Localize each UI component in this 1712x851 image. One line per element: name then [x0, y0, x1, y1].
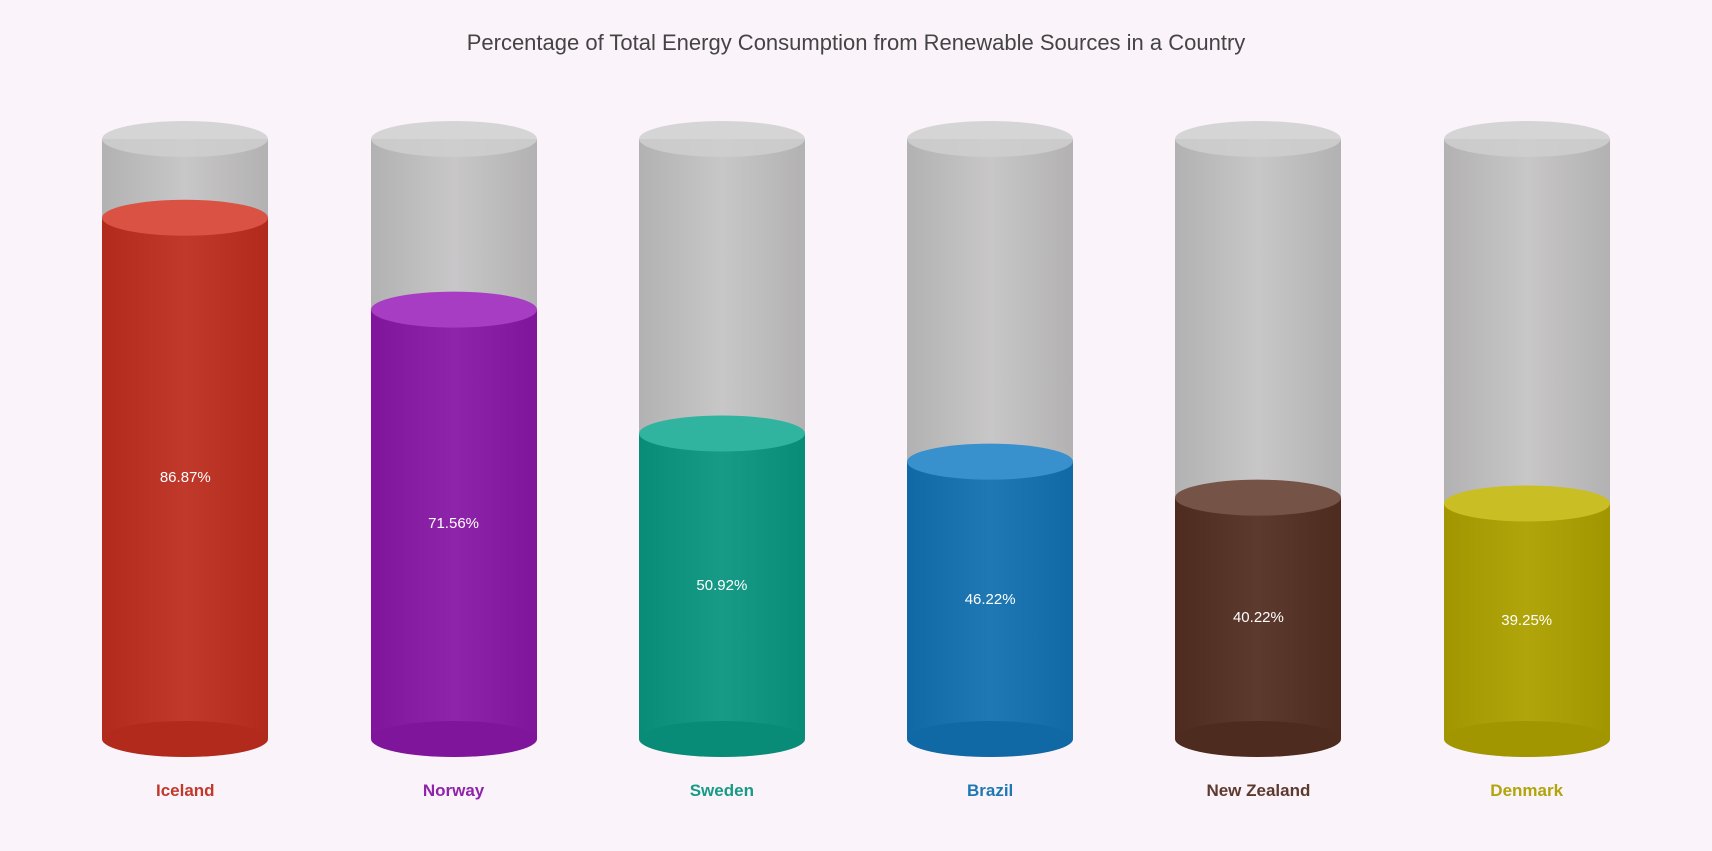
cylinder-sweden: 50.92% Sweden [639, 121, 805, 801]
category-label: Brazil [967, 781, 1013, 801]
chart-area: 86.87% Iceland 71.56% Norway 50.92% Sweden 46.… [0, 120, 1712, 801]
cylinder-graphic: 71.56% [371, 121, 537, 757]
category-label: Denmark [1490, 781, 1563, 801]
cylinder-graphic: 86.87% [102, 121, 268, 757]
cylinder-graphic: 39.25% [1444, 121, 1610, 757]
cylinder-iceland: 86.87% Iceland [102, 121, 268, 801]
category-label: New Zealand [1206, 781, 1310, 801]
cylinder-new-zealand: 40.22% New Zealand [1175, 121, 1341, 801]
cylinder-brazil: 46.22% Brazil [907, 121, 1073, 801]
cylinder-graphic: 40.22% [1175, 121, 1341, 757]
category-label: Sweden [690, 781, 754, 801]
category-label: Iceland [156, 781, 215, 801]
cylinder-graphic: 50.92% [639, 121, 805, 757]
category-label: Norway [423, 781, 484, 801]
cylinder-denmark: 39.25% Denmark [1444, 121, 1610, 801]
cylinder-graphic: 46.22% [907, 121, 1073, 757]
chart-page: Percentage of Total Energy Consumption f… [0, 0, 1712, 851]
cylinder-norway: 71.56% Norway [371, 121, 537, 801]
chart-title: Percentage of Total Energy Consumption f… [0, 30, 1712, 56]
